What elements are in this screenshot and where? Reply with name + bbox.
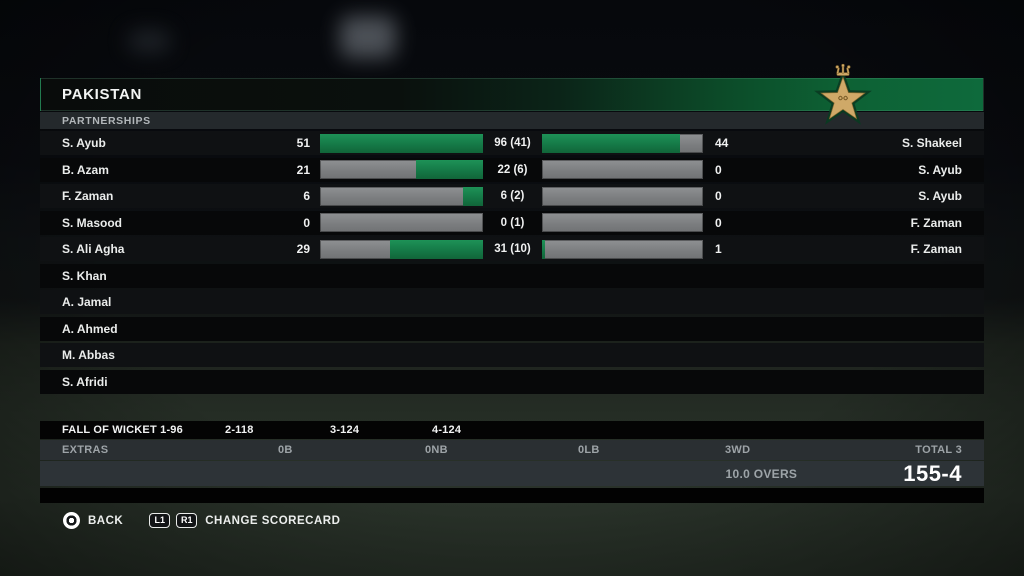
change-scorecard-button[interactable]: CHANGE SCORECARD — [205, 514, 341, 527]
partnership-total: 22 (6) — [497, 163, 528, 176]
partnership-bar-left — [320, 160, 483, 179]
footer-controls: BACK L1 R1 CHANGE SCORECARD — [63, 512, 340, 529]
batter-name: A. Jamal — [62, 295, 112, 309]
batter-name: A. Ahmed — [62, 321, 118, 336]
partnership-row: A. Ahmed — [40, 316, 984, 341]
partnership-bar-right — [542, 133, 703, 153]
partnership-row: S. Ali Agha 29 31 (10) 1 F. Zaman — [40, 237, 984, 261]
partnership-bar-right — [542, 213, 703, 232]
l1-button-icon[interactable]: L1 — [149, 513, 171, 528]
bar-fill — [463, 186, 483, 206]
total-score-row: 10.0 OVERS 155-4 — [40, 461, 984, 486]
bar-fill — [416, 160, 483, 179]
fall-of-wickets-label: FALL OF WICKET 1-96 — [62, 424, 183, 436]
partnership-row: S. Masood 0 0 (1) 0 F. Zaman — [40, 210, 984, 235]
batter-name: S. Ali Agha — [62, 242, 125, 256]
overs-label: 10.0 OVERS — [725, 466, 798, 481]
extras-no-balls: 0NB — [425, 444, 448, 456]
partnerships-table: S. Ayub 51 96 (41) 44 S. Shakeel B. Azam… — [40, 131, 984, 394]
partnership-row: B. Azam 21 22 (6) 0 S. Ayub — [40, 157, 984, 182]
bar-fill — [542, 133, 681, 153]
partnership-bar-left — [320, 133, 483, 153]
partner-name: S. Shakeel — [901, 136, 962, 150]
partner-name: F. Zaman — [910, 215, 962, 230]
scorecard-panel: PAKISTAN PARTNERSHIPS — [40, 63, 984, 503]
partner-name: F. Zaman — [910, 242, 962, 256]
rows-spacer — [40, 396, 984, 421]
batter-name: S. Afridi — [62, 374, 108, 389]
total-score: 155-4 — [903, 460, 962, 486]
fall-of-wickets-row: FALL OF WICKET 1-96 2-118 3-124 4-124 — [40, 421, 984, 439]
batter-runs: 6 — [303, 189, 310, 203]
fall-of-wicket-4: 4-124 — [432, 424, 462, 436]
panel-bottom-band — [40, 488, 984, 503]
partnership-row: S. Afridi — [40, 369, 984, 394]
partnership-bar-left — [320, 239, 483, 259]
fall-of-wicket-2: 2-118 — [225, 424, 254, 436]
partnership-row: F. Zaman 6 6 (2) 0 S. Ayub — [40, 184, 984, 208]
extras-byes: 0B — [278, 444, 293, 456]
partnership-bar-right — [542, 160, 703, 179]
batter-name: S. Masood — [62, 215, 123, 230]
partnership-row: S. Khan — [40, 263, 984, 288]
partnership-row: M. Abbas — [40, 343, 984, 367]
batter-runs: 0 — [303, 215, 310, 230]
extras-wides: 3WD — [725, 444, 751, 456]
partnerships-header: PARTNERSHIPS — [40, 112, 984, 129]
partner-name: S. Ayub — [918, 189, 962, 203]
partnerships-label: PARTNERSHIPS — [62, 114, 151, 127]
stadium-screen-glow — [340, 16, 396, 58]
partnership-total: 6 (2) — [500, 190, 525, 202]
bar-fill — [542, 239, 546, 259]
partner-runs: 1 — [715, 242, 722, 256]
stadium-light-glow — [128, 30, 170, 52]
partnership-total: 0 (1) — [500, 216, 525, 229]
partner-runs: 0 — [715, 162, 722, 177]
batter-runs: 51 — [296, 136, 310, 150]
batter-runs: 29 — [296, 242, 310, 256]
r1-button-icon[interactable]: R1 — [176, 513, 198, 528]
partnership-bar-right — [542, 239, 703, 259]
extras-row: EXTRAS 0B 0NB 0LB 3WD TOTAL 3 — [40, 440, 984, 460]
fall-of-wicket-3: 3-124 — [330, 424, 360, 436]
partnership-total: 96 (41) — [494, 137, 531, 149]
extras-total: TOTAL 3 — [915, 444, 962, 456]
partner-runs: 44 — [715, 136, 729, 150]
partnership-total: 31 (10) — [494, 243, 531, 255]
extras-label: EXTRAS — [62, 444, 109, 456]
bar-fill — [320, 133, 483, 153]
batter-name: B. Azam — [62, 162, 109, 177]
batter-name: F. Zaman — [62, 189, 114, 203]
batter-name: M. Abbas — [62, 348, 115, 362]
team-header: PAKISTAN — [40, 63, 984, 125]
partnership-bar-left — [320, 186, 483, 206]
batter-name: S. Ayub — [62, 136, 106, 150]
batter-name: S. Khan — [62, 268, 107, 283]
team-name: PAKISTAN — [62, 86, 143, 103]
bar-fill — [390, 239, 483, 259]
extras-leg-byes: 0LB — [578, 444, 600, 456]
batter-runs: 21 — [296, 162, 310, 177]
circle-button-icon[interactable] — [63, 512, 80, 529]
pakistan-crest-icon — [814, 63, 872, 125]
back-button[interactable]: BACK — [88, 514, 124, 527]
partner-runs: 0 — [715, 189, 722, 203]
partnership-bar-right — [542, 186, 703, 206]
partner-runs: 0 — [715, 215, 722, 230]
partner-name: S. Ayub — [918, 162, 962, 177]
partnership-row: S. Ayub 51 96 (41) 44 S. Shakeel — [40, 131, 984, 155]
partnership-row: A. Jamal — [40, 290, 984, 314]
partnership-bar-left — [320, 213, 483, 232]
